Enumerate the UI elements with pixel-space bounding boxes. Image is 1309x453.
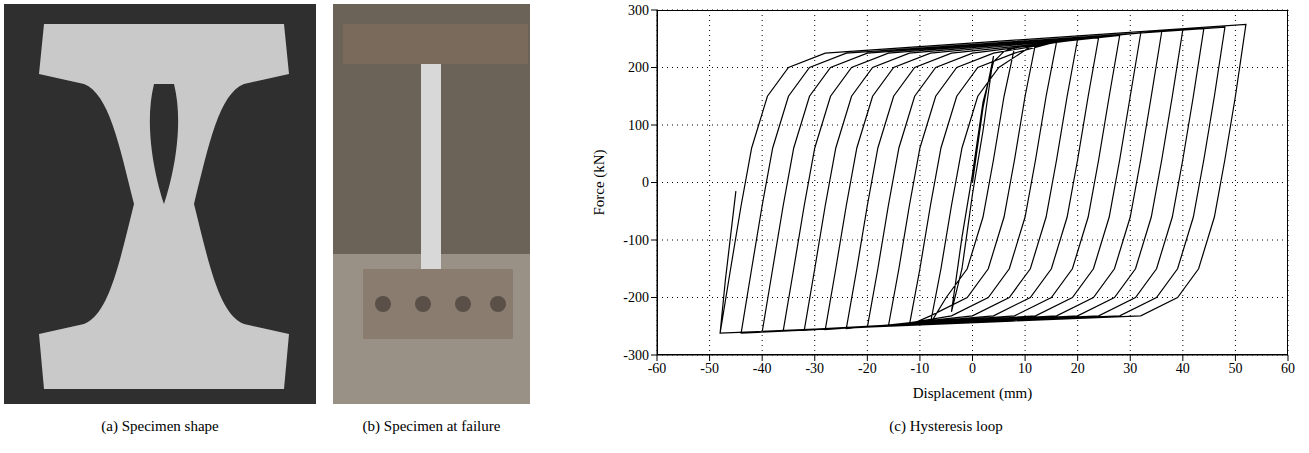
svg-text:-30: -30 — [805, 361, 824, 376]
svg-text:Force (kN): Force (kN) — [591, 149, 608, 215]
svg-text:-10: -10 — [911, 361, 930, 376]
svg-text:-20: -20 — [858, 361, 877, 376]
svg-text:0: 0 — [642, 175, 649, 190]
svg-text:300: 300 — [628, 3, 649, 18]
svg-text:30: 30 — [1123, 361, 1137, 376]
svg-text:10: 10 — [1018, 361, 1032, 376]
svg-text:-300: -300 — [623, 348, 649, 363]
html-text:(c) Hysteresis loop: (c) Hysteresis loop — [889, 418, 1003, 434]
svg-text:-50: -50 — [700, 361, 719, 376]
svg-text:200: 200 — [628, 60, 649, 75]
svg-text:50: 50 — [1228, 361, 1242, 376]
svg-text:Displacement (mm): Displacement (mm) — [913, 385, 1033, 402]
svg-text:0: 0 — [969, 361, 976, 376]
html-text:(b) Specimen at failure: (b) Specimen at failure — [362, 418, 501, 434]
svg-text:-100: -100 — [623, 233, 649, 248]
html-text:(a) Specimen shape: (a) Specimen shape — [101, 418, 219, 434]
svg-text:60: 60 — [1281, 361, 1295, 376]
svg-text:-60: -60 — [648, 361, 667, 376]
svg-text:20: 20 — [1071, 361, 1085, 376]
svg-text:40: 40 — [1176, 361, 1190, 376]
svg-text:-200: -200 — [623, 290, 649, 305]
svg-text:-40: -40 — [753, 361, 772, 376]
svg-text:100: 100 — [628, 118, 649, 133]
